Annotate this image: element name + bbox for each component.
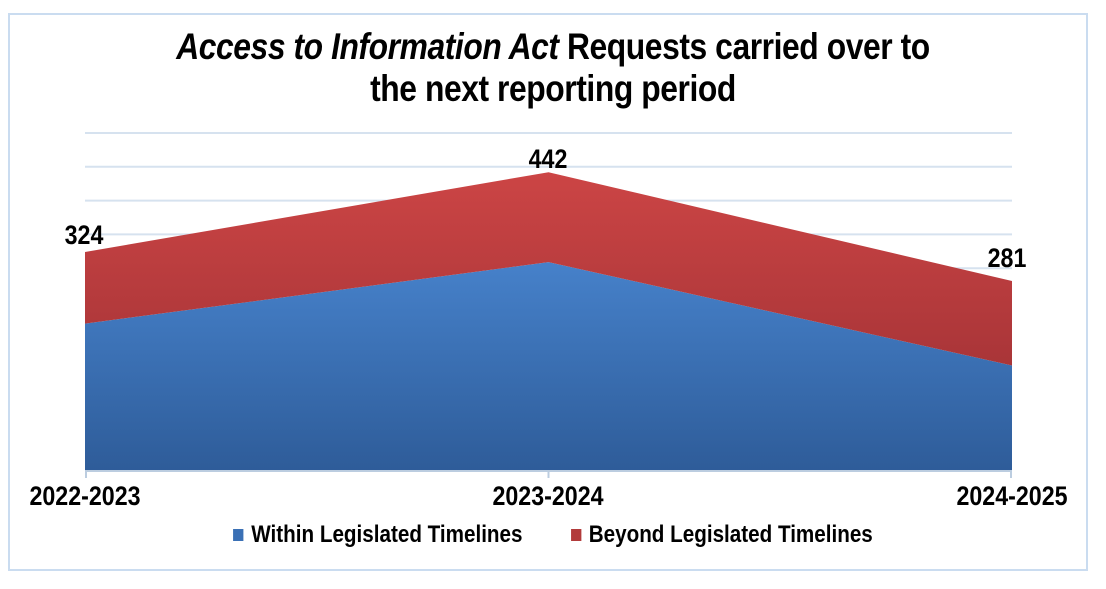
x-axis-label-2024-2025: 2024-2025 <box>956 481 1068 511</box>
plot-area <box>85 132 1012 478</box>
x-axis-ticks <box>85 471 1012 478</box>
legend-label-within: Within Legislated Timelines <box>251 521 523 548</box>
legend-swatch-beyond-icon <box>570 529 581 541</box>
legend-label-beyond: Beyond Legislated Timelines <box>588 521 873 548</box>
legend-item-beyond: Beyond Legislated Timelines <box>570 521 873 549</box>
area-series-within-legislated-timelines <box>85 262 1012 471</box>
x-axis-label-2022-2023: 2022-2023 <box>29 481 141 511</box>
chart-legend: Within Legislated Timelines Beyond Legis… <box>77 521 1028 549</box>
area-series-beyond-legislated-timelines <box>85 172 1012 366</box>
data-label-total-2022-2023: 324 <box>64 220 104 250</box>
data-label-total-2023-2024: 442 <box>528 144 568 174</box>
x-axis-label-2023-2024: 2023-2024 <box>492 481 604 511</box>
chart-title: Access to Information Act Requests carri… <box>77 26 1028 110</box>
chart-title-line1-rest: Requests carried over to <box>558 26 930 67</box>
legend-item-within: Within Legislated Timelines <box>233 521 522 549</box>
chart-title-line1: Access to Information Act Requests carri… <box>77 26 1028 68</box>
chart-title-line2: the next reporting period <box>370 68 736 109</box>
chart-title-act-name: Access to Information Act <box>176 26 559 67</box>
legend-swatch-within-icon <box>233 529 244 541</box>
data-label-total-2024-2025: 281 <box>987 243 1027 273</box>
